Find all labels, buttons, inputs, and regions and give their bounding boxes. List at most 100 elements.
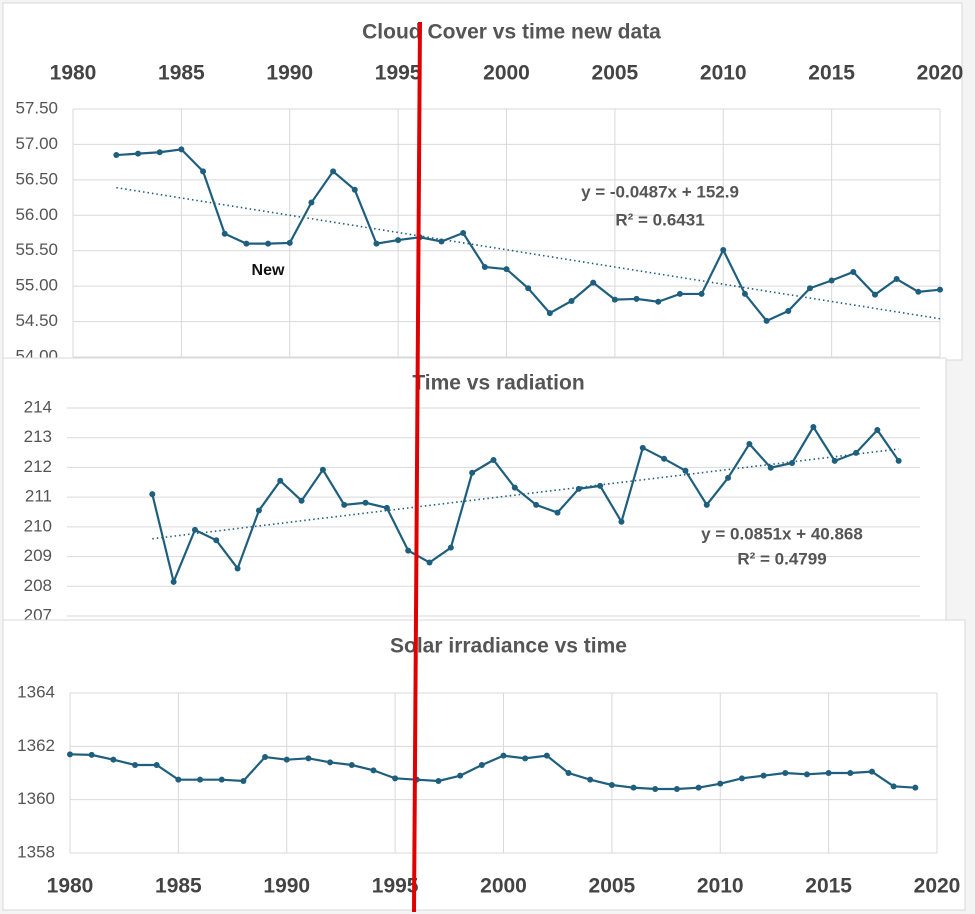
data-point: [481, 264, 488, 271]
x-tick-label: 2010: [697, 875, 744, 898]
y-tick-label: 213: [24, 427, 52, 446]
data-point: [240, 778, 247, 784]
x-tick-label: 2005: [592, 62, 639, 85]
data-point: [611, 296, 618, 303]
x-tick-label: 2015: [805, 875, 852, 898]
y-tick-label: 55.50: [15, 240, 58, 259]
data-point: [831, 457, 838, 464]
data-point: [895, 457, 902, 464]
data-point: [426, 559, 433, 566]
y-tick-label: 56.00: [15, 205, 58, 224]
x-tick-label: 2000: [480, 875, 527, 898]
data-point: [618, 518, 625, 525]
data-point: [652, 786, 659, 792]
data-point: [565, 770, 572, 776]
data-point: [597, 482, 604, 489]
data-point: [221, 230, 228, 237]
data-point: [153, 762, 160, 768]
data-point: [874, 426, 881, 433]
x-tick-label: 1995: [372, 875, 419, 898]
data-point: [725, 474, 732, 481]
data-point: [113, 152, 120, 159]
data-point: [741, 290, 748, 297]
data-point: [575, 485, 582, 492]
y-tick-label: 209: [24, 546, 52, 565]
x-tick-label: 1990: [266, 62, 313, 85]
data-point: [341, 501, 348, 508]
x-tick-label: 1995: [375, 62, 422, 85]
x-tick-label: 1980: [50, 62, 97, 85]
x-tick-label: 1985: [158, 62, 205, 85]
data-point: [676, 290, 683, 297]
data-point: [912, 784, 919, 791]
data-point: [305, 755, 312, 762]
y-tick-label: 54.50: [15, 311, 58, 330]
x-tick-label: 2020: [917, 62, 964, 85]
data-point: [405, 547, 412, 554]
y-tick-label: 210: [24, 516, 52, 535]
y-tick-label: 1364: [17, 682, 55, 701]
trendline: [152, 448, 899, 540]
data-point: [937, 286, 943, 293]
data-point: [661, 455, 668, 462]
data-point: [568, 298, 575, 305]
y-tick-label: 55.00: [15, 276, 58, 295]
data-point: [703, 501, 710, 508]
chart-panel: [2, 2, 963, 361]
data-point: [149, 491, 156, 498]
data-point: [525, 285, 532, 292]
data-point: [255, 507, 262, 514]
data-point: [243, 240, 250, 247]
data-point: [191, 526, 198, 533]
data-point: [533, 501, 540, 508]
data-point: [330, 168, 337, 175]
data-point: [319, 466, 326, 473]
data-point: [457, 772, 464, 779]
data-point: [447, 544, 454, 551]
data-point: [554, 509, 561, 516]
y-tick-label: 212: [24, 457, 52, 476]
data-point: [327, 759, 334, 766]
data-point: [265, 240, 272, 247]
data-point: [170, 578, 177, 585]
data-point: [853, 449, 860, 456]
x-tick-label: 2005: [589, 875, 636, 898]
data-point: [893, 276, 900, 283]
y-tick-label: 1362: [17, 736, 55, 755]
data-point: [218, 776, 225, 783]
x-tick-label: 2020: [914, 875, 961, 898]
data-point: [782, 770, 789, 776]
data-point: [890, 783, 897, 790]
x-tick-label: 2015: [808, 62, 855, 85]
data-point: [308, 199, 315, 206]
data-point: [695, 784, 702, 791]
series-line: [151, 424, 900, 586]
data-point: [438, 238, 445, 245]
series-line: [69, 753, 916, 791]
x-tick-label: 2000: [483, 62, 530, 85]
data-point: [633, 295, 640, 302]
data-point: [738, 775, 745, 782]
data-point: [460, 230, 467, 236]
data-point: [847, 770, 854, 776]
data-point: [767, 464, 774, 471]
annotation: R² = 0.6431: [615, 210, 704, 229]
annotation: y = -0.0487x + 152.9: [581, 182, 739, 201]
data-point: [156, 149, 163, 156]
data-point: [362, 499, 369, 506]
marker-line: [412, 21, 422, 913]
data-point: [213, 537, 220, 544]
x-tick-label: 1990: [263, 875, 310, 898]
data-point: [746, 440, 753, 447]
data-point: [395, 237, 402, 244]
data-point: [67, 751, 73, 758]
data-point: [286, 239, 293, 246]
data-point: [789, 459, 796, 466]
data-point: [546, 310, 553, 317]
data-point: [383, 504, 390, 511]
chart-title: Solar irradiance vs time: [390, 635, 627, 658]
chart-panel: [2, 357, 947, 623]
data-point: [825, 770, 832, 776]
data-point: [197, 776, 204, 783]
chart-title: Cloud Cover vs time new data: [362, 21, 661, 44]
